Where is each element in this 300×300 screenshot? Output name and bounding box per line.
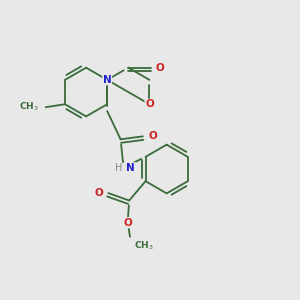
Text: CH$_3$: CH$_3$ [20, 101, 39, 113]
Text: O: O [148, 131, 157, 141]
Text: O: O [145, 99, 154, 109]
Text: N: N [126, 163, 135, 172]
Text: CH$_3$: CH$_3$ [134, 240, 153, 252]
Text: O: O [123, 218, 132, 228]
Text: N: N [103, 75, 112, 85]
Text: O: O [156, 63, 165, 73]
Text: H: H [115, 163, 122, 172]
Text: O: O [94, 188, 103, 198]
